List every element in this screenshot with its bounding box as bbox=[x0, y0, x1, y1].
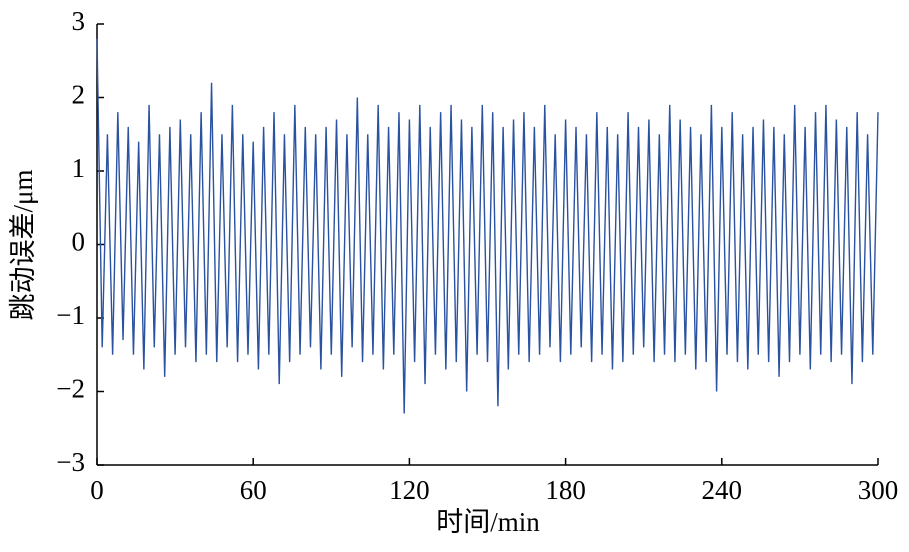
signal-line bbox=[96, 38, 879, 414]
x-tick-label: 300 bbox=[858, 475, 899, 505]
x-tick-label: 0 bbox=[90, 475, 104, 505]
y-tick-label: 0 bbox=[72, 227, 86, 257]
y-tick-label: −2 bbox=[56, 374, 85, 404]
y-tick-label: 3 bbox=[72, 6, 86, 36]
x-tick-label: 120 bbox=[389, 475, 430, 505]
y-tick-label: 1 bbox=[72, 153, 86, 183]
x-tick-label: 240 bbox=[702, 475, 743, 505]
y-tick-label: −3 bbox=[56, 447, 85, 477]
x-tick-label: 60 bbox=[240, 475, 267, 505]
x-tick-label: 180 bbox=[545, 475, 586, 505]
y-tick-label: 2 bbox=[72, 80, 86, 110]
x-axis-label: 时间/min bbox=[436, 507, 540, 537]
y-tick-label: −1 bbox=[56, 300, 85, 330]
y-axis-label: 跳动误差/μm bbox=[8, 170, 38, 321]
